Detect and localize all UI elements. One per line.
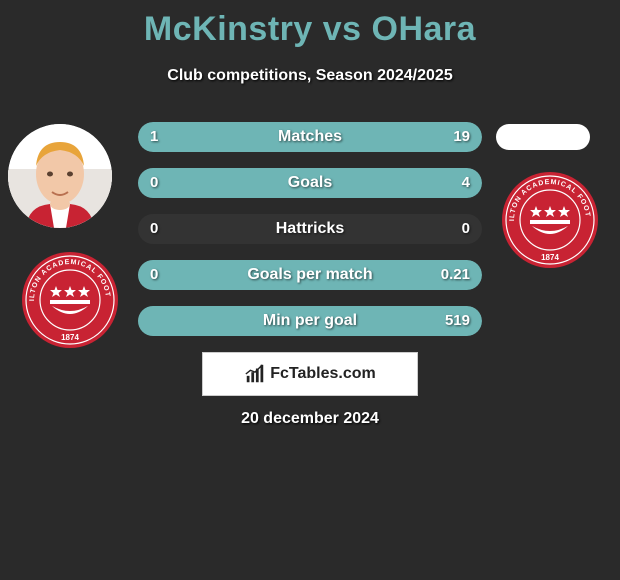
club-badge-right: HAMILTON ACADEMICAL FOOTBALL 1874 (500, 170, 600, 270)
date-label: 20 december 2024 (0, 410, 620, 428)
brand-box[interactable]: FcTables.com (202, 352, 418, 396)
stat-row: 00Hattricks (138, 214, 482, 244)
page-title: McKinstry vs OHara (0, 0, 620, 49)
stat-label: Min per goal (138, 306, 482, 336)
stat-row: 04Goals (138, 168, 482, 198)
stat-label: Matches (138, 122, 482, 152)
subtitle: Club competitions, Season 2024/2025 (0, 67, 620, 85)
stats-panel: 119Matches 04Goals 00Hattricks 00.21Goals p… (138, 122, 482, 352)
chart-icon (244, 363, 266, 385)
badge-year-right: 1874 (541, 253, 559, 262)
stat-row: 00.21Goals per match (138, 260, 482, 290)
stat-row: 119Matches (138, 122, 482, 152)
stat-label: Hattricks (138, 214, 482, 244)
brand-label: FcTables.com (270, 365, 376, 383)
stat-row: 519Min per goal (138, 306, 482, 336)
stat-label: Goals (138, 168, 482, 198)
club-badge-left: HAMILTON ACADEMICAL FOOTBALL 1874 (20, 250, 120, 350)
player-left-avatar (8, 124, 112, 228)
badge-year-left: 1874 (61, 333, 79, 342)
stat-label: Goals per match (138, 260, 482, 290)
player-right-avatar (496, 124, 590, 150)
